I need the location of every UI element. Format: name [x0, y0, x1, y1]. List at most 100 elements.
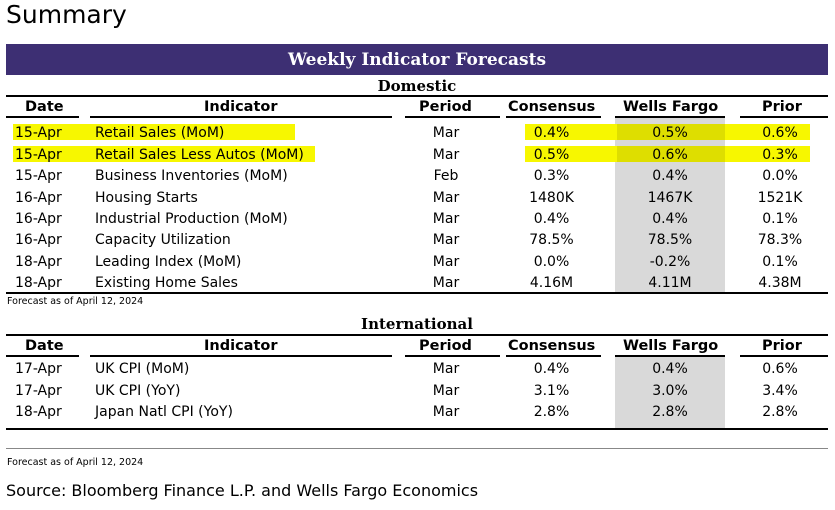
header-period: Period: [419, 99, 472, 115]
cell-date: 17-Apr: [15, 383, 62, 399]
cell-consensus: 0.4%: [533, 125, 570, 141]
highlight-mark: [525, 124, 617, 140]
page-title: Summary: [6, 0, 127, 29]
cell-consensus: 0.3%: [533, 168, 570, 184]
cell-wells-fargo: 0.6%: [652, 147, 688, 163]
highlight-mark: [13, 124, 295, 140]
cell-period: Feb: [433, 168, 459, 184]
highlight-mark: [617, 124, 725, 140]
header-period: Period: [419, 338, 472, 354]
cell-period: Mar: [432, 383, 460, 399]
cell-prior: 2.8%: [762, 404, 798, 420]
international-forecast-note: Forecast as of April 12, 2024: [7, 457, 144, 468]
wells-fargo-column-shade: [615, 356, 725, 428]
wells-fargo-column-shade: [615, 116, 725, 292]
header-consensus-underline: [506, 116, 601, 118]
cell-indicator: Business Inventories (MoM): [95, 168, 288, 184]
international-bottom-rule: [6, 428, 828, 430]
cell-period: Mar: [432, 125, 460, 141]
source-line: Source: Bloomberg Finance L.P. and Wells…: [6, 481, 479, 500]
table-banner: Weekly Indicator Forecasts: [6, 44, 828, 75]
cell-indicator: UK CPI (MoM): [95, 361, 190, 377]
header-wells-fargo: Wells Fargo: [623, 338, 719, 354]
cell-consensus: 4.16M: [529, 275, 574, 291]
cell-prior: 0.0%: [762, 168, 798, 184]
international-section-title: International: [361, 315, 473, 333]
cell-consensus: 0.4%: [533, 211, 570, 227]
cell-date: 17-Apr: [15, 361, 62, 377]
cell-indicator: Leading Index (MoM): [95, 254, 242, 270]
header-date: Date: [25, 338, 64, 354]
cell-consensus: 1480K: [529, 190, 574, 206]
cell-date: 18-Apr: [15, 275, 62, 291]
header-date-underline: [6, 116, 79, 118]
cell-date: 15-Apr: [15, 125, 62, 141]
cell-consensus: 78.5%: [529, 232, 574, 248]
cell-prior: 1521K: [757, 190, 803, 206]
cell-prior: 0.3%: [762, 147, 798, 163]
cell-wells-fargo: 0.4%: [652, 211, 688, 227]
cell-indicator: Retail Sales Less Autos (MoM): [95, 147, 304, 163]
cell-prior: 0.1%: [762, 254, 798, 270]
cell-date: 18-Apr: [15, 404, 62, 420]
cell-prior: 0.1%: [762, 211, 798, 227]
cell-period: Mar: [432, 232, 460, 248]
header-wells-fargo-underline: [615, 116, 725, 118]
domestic-section-title: Domestic: [377, 77, 457, 95]
header-date: Date: [25, 99, 64, 115]
highlight-mark: [725, 124, 810, 140]
header-prior: Prior: [762, 338, 802, 354]
cell-date: 16-Apr: [15, 190, 62, 206]
cell-wells-fargo: -0.2%: [649, 254, 691, 270]
cell-indicator: Industrial Production (MoM): [95, 211, 288, 227]
cell-date: 18-Apr: [15, 254, 62, 270]
cell-indicator: Existing Home Sales: [95, 275, 238, 291]
header-indicator-underline: [90, 116, 392, 118]
header-indicator-underline: [90, 355, 392, 357]
header-prior-underline: [740, 116, 828, 118]
cell-prior: 4.38M: [758, 275, 802, 291]
highlight-mark: [617, 146, 725, 162]
domestic-bottom-rule: [6, 292, 828, 294]
header-consensus: Consensus: [508, 338, 596, 354]
footer-rule: [6, 448, 828, 449]
header-wells-fargo-underline: [615, 355, 725, 357]
highlight-mark: [525, 146, 617, 162]
cell-period: Mar: [432, 361, 460, 377]
header-indicator: Indicator: [204, 338, 278, 354]
header-date-underline: [6, 355, 79, 357]
cell-wells-fargo: 78.5%: [647, 232, 693, 248]
cell-date: 16-Apr: [15, 211, 62, 227]
cell-wells-fargo: 3.0%: [652, 383, 688, 399]
cell-period: Mar: [432, 275, 460, 291]
cell-prior: 78.3%: [757, 232, 803, 248]
header-period-underline: [405, 355, 500, 357]
header-wells-fargo: Wells Fargo: [623, 99, 719, 115]
cell-period: Mar: [432, 211, 460, 227]
header-consensus-underline: [506, 355, 601, 357]
domestic-top-rule: [6, 95, 828, 97]
cell-wells-fargo: 1467K: [647, 190, 693, 206]
highlight-mark: [13, 146, 315, 162]
cell-consensus: 2.8%: [533, 404, 570, 420]
cell-indicator: Retail Sales (MoM): [95, 125, 225, 141]
cell-date: 15-Apr: [15, 147, 62, 163]
cell-wells-fargo: 2.8%: [652, 404, 688, 420]
cell-consensus: 3.1%: [533, 383, 570, 399]
header-indicator: Indicator: [204, 99, 278, 115]
header-consensus: Consensus: [508, 99, 596, 115]
international-top-rule: [6, 334, 828, 336]
domestic-forecast-note: Forecast as of April 12, 2024: [7, 296, 144, 307]
cell-prior: 0.6%: [762, 361, 798, 377]
cell-consensus: 0.0%: [533, 254, 570, 270]
cell-period: Mar: [432, 254, 460, 270]
cell-period: Mar: [432, 404, 460, 420]
cell-wells-fargo: 0.4%: [652, 361, 688, 377]
cell-indicator: Capacity Utilization: [95, 232, 231, 248]
header-prior: Prior: [762, 99, 802, 115]
cell-consensus: 0.4%: [533, 361, 570, 377]
highlight-mark: [725, 146, 810, 162]
cell-prior: 0.6%: [762, 125, 798, 141]
cell-date: 16-Apr: [15, 232, 62, 248]
cell-period: Mar: [432, 190, 460, 206]
